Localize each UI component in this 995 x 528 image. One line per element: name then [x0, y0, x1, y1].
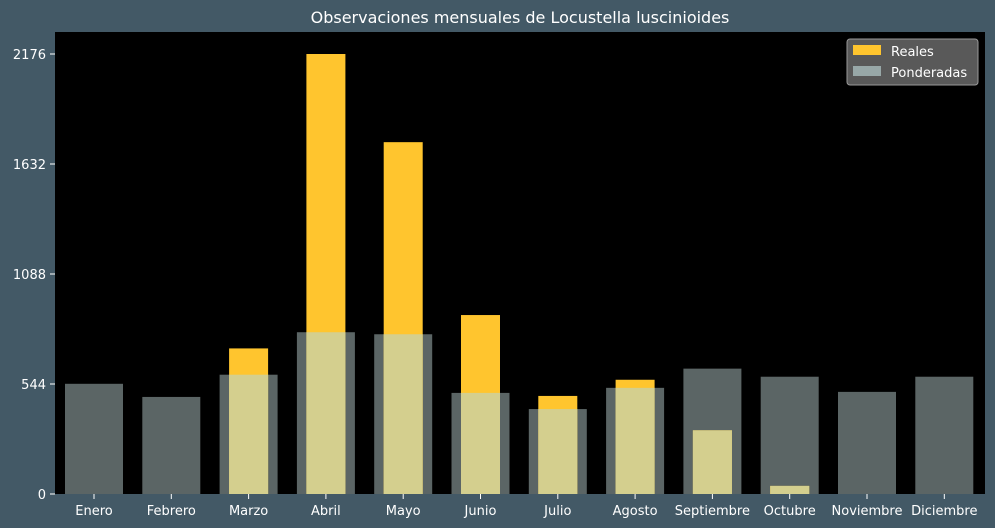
bar-overlap-abril — [306, 332, 346, 494]
legend-label-reales: Reales — [891, 45, 934, 60]
series-reales — [229, 54, 810, 495]
y-tick-label: 2176 — [13, 48, 46, 63]
legend-label-ponderadas: Ponderadas — [891, 66, 967, 81]
x-tick-label-enero: Enero — [75, 504, 113, 519]
bar-ponderadas-octubre — [760, 376, 819, 494]
x-tick-label-junio: Junio — [464, 504, 497, 519]
x-tick-label-febrero: Febrero — [147, 504, 196, 519]
chart-title: Observaciones mensuales de Locustella lu… — [311, 8, 730, 27]
bar-overlap-marzo — [229, 374, 269, 494]
bar-ponderadas-noviembre — [838, 391, 896, 494]
bar-overlap-agosto — [615, 387, 655, 494]
x-tick-label-abril: Abril — [311, 504, 341, 519]
x-tick-label-octubre: Octubre — [764, 504, 816, 519]
legend-swatch-reales — [853, 45, 881, 55]
y-tick-label: 1632 — [13, 158, 46, 173]
bar-overlap-septiembre — [692, 430, 732, 494]
bar-ponderadas-diciembre — [915, 376, 974, 494]
y-axis: 0 544 1088 1632 2176 — [13, 48, 55, 503]
x-axis: Enero Febrero Marzo Abril Mayo Junio Julio Agos… — [75, 494, 977, 519]
y-tick-label: 1088 — [13, 268, 46, 283]
bar-overlap-junio — [461, 392, 500, 494]
x-tick-label-diciembre: Diciembre — [911, 504, 977, 519]
x-tick-label-julio: Julio — [543, 504, 571, 519]
x-tick-label-noviembre: Noviembre — [832, 504, 903, 519]
bar-overlap-julio — [538, 409, 578, 494]
x-tick-label-agosto: Agosto — [613, 504, 658, 519]
legend: Reales Ponderadas — [846, 38, 979, 86]
plot-area — [55, 32, 985, 494]
y-tick-label: 0 — [38, 488, 46, 503]
x-tick-label-septiembre: Septiembre — [675, 504, 750, 519]
bar-ponderadas-febrero — [142, 396, 201, 494]
legend-swatch-ponderadas — [853, 66, 881, 76]
x-tick-label-mayo: Mayo — [386, 504, 421, 519]
bar-overlap-mayo — [383, 334, 423, 494]
x-tick-label-marzo: Marzo — [229, 504, 268, 519]
bar-overlap-octubre — [770, 485, 810, 494]
y-tick-label: 544 — [21, 378, 46, 393]
bar-ponderadas-enero — [65, 383, 123, 494]
